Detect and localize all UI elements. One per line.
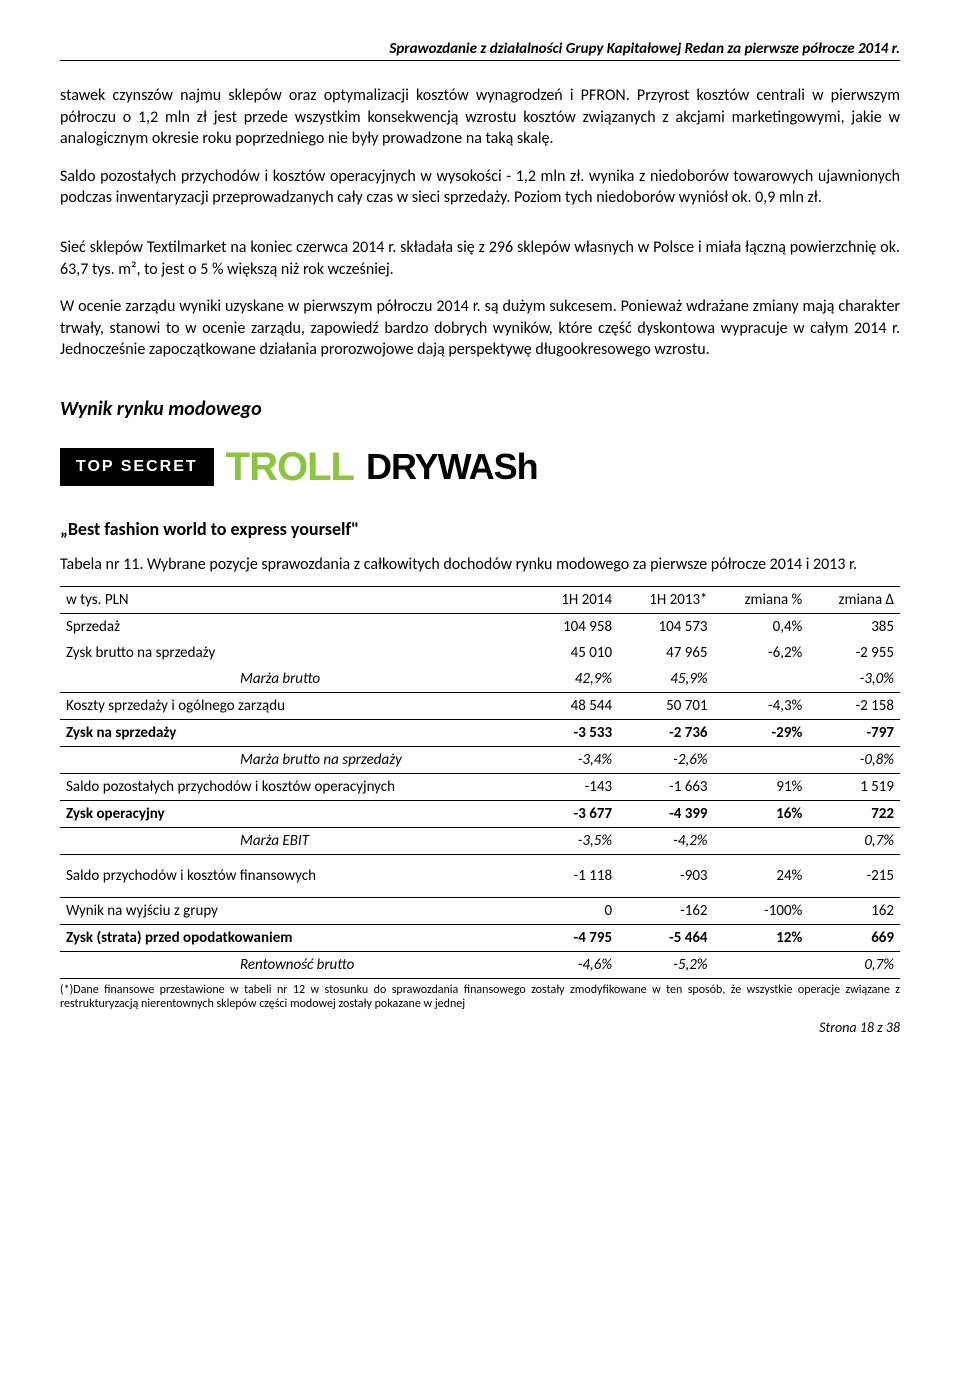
table-row: Zysk operacyjny-3 677-4 39916%722: [60, 800, 900, 827]
paragraph-2: Saldo pozostałych przychodów i kosztów o…: [60, 166, 900, 209]
cell-value: -1 663: [618, 773, 713, 800]
cell-value: 1 519: [808, 773, 900, 800]
cell-value: -4 399: [618, 800, 713, 827]
cell-value: [714, 666, 809, 693]
cell-label: Marża EBIT: [60, 827, 533, 854]
cell-value: -100%: [714, 897, 809, 924]
table-row: Marża brutto na sprzedaży-3,4%-2,6% -0,8%: [60, 746, 900, 773]
table-row: Zysk (strata) przed opodatkowaniem-4 795…: [60, 924, 900, 951]
cell-value: 12%: [714, 924, 809, 951]
cell-value: 669: [808, 924, 900, 951]
cell-label: Rentowność brutto: [60, 951, 533, 978]
cell-value: -797: [808, 719, 900, 746]
cell-value: -29%: [714, 719, 809, 746]
cell-value: 722: [808, 800, 900, 827]
table-row: Zysk na sprzedaży-3 533-2 736-29%-797: [60, 719, 900, 746]
table-header-row: w tys. PLN 1H 2014 1H 2013* zmiana % zmi…: [60, 586, 900, 613]
cell-value: 385: [808, 613, 900, 640]
cell-value: -903: [618, 854, 713, 897]
section-heading: Wynik rynku modowego: [60, 397, 900, 421]
subheading: „Best fashion world to express yourself": [60, 518, 900, 540]
cell-value: 0,4%: [714, 613, 809, 640]
cell-value: [714, 951, 809, 978]
cell-value: -2 955: [808, 640, 900, 666]
cell-label: Zysk operacyjny: [60, 800, 533, 827]
cell-value: 24%: [714, 854, 809, 897]
table-row: Zysk brutto na sprzedaży45 01047 965-6,2…: [60, 640, 900, 666]
footnote: (*)Dane finansowe przestawione w tabeli …: [60, 983, 900, 1012]
table-row: Saldo przychodów i kosztów finansowych-1…: [60, 854, 900, 897]
cell-value: 45,9%: [618, 666, 713, 693]
cell-value: 91%: [714, 773, 809, 800]
cell-value: -3,4%: [533, 746, 618, 773]
cell-value: -5,2%: [618, 951, 713, 978]
logo-drywash: DRYWASh: [366, 446, 538, 488]
cell-value: -4 795: [533, 924, 618, 951]
brand-logos: TOP SECRET TROLL DRYWASh: [60, 445, 900, 490]
cell-value: 0,7%: [808, 827, 900, 854]
cell-label: Saldo pozostałych przychodów i kosztów o…: [60, 773, 533, 800]
cell-value: -6,2%: [714, 640, 809, 666]
table-row: Marża EBIT-3,5%-4,2% 0,7%: [60, 827, 900, 854]
cell-value: 104 958: [533, 613, 618, 640]
cell-value: -2 736: [618, 719, 713, 746]
table-row: Sprzedaż104 958104 5730,4%385: [60, 613, 900, 640]
cell-value: -143: [533, 773, 618, 800]
cell-label: Zysk (strata) przed opodatkowaniem: [60, 924, 533, 951]
cell-label: Marża brutto: [60, 666, 533, 693]
cell-value: -1 118: [533, 854, 618, 897]
cell-value: -3,0%: [808, 666, 900, 693]
table-row: Marża brutto42,9%45,9% -3,0%: [60, 666, 900, 693]
cell-value: [714, 827, 809, 854]
cell-value: -2 158: [808, 692, 900, 719]
table-row: Rentowność brutto-4,6%-5,2% 0,7%: [60, 951, 900, 978]
page-number: Strona 18 z 38: [60, 1019, 900, 1036]
table-row: Saldo pozostałych przychodów i kosztów o…: [60, 773, 900, 800]
paragraph-1: stawek czynszów najmu sklepów oraz optym…: [60, 85, 900, 150]
cell-value: 0,7%: [808, 951, 900, 978]
cell-value: -4,3%: [714, 692, 809, 719]
cell-label: Marża brutto na sprzedaży: [60, 746, 533, 773]
cell-label: Koszty sprzedaży i ogólnego zarządu: [60, 692, 533, 719]
table-caption: Tabela nr 11. Wybrane pozycje sprawozdan…: [60, 554, 900, 576]
cell-value: 104 573: [618, 613, 713, 640]
col-label: w tys. PLN: [60, 586, 533, 613]
cell-value: 162: [808, 897, 900, 924]
logo-troll: TROLL: [226, 445, 354, 490]
cell-value: [714, 746, 809, 773]
cell-value: -215: [808, 854, 900, 897]
cell-value: -162: [618, 897, 713, 924]
cell-label: Sprzedaż: [60, 613, 533, 640]
col-1h2014: 1H 2014: [533, 586, 618, 613]
paragraph-3: Sieć sklepów Textilmarket na koniec czer…: [60, 237, 900, 280]
cell-value: -3 533: [533, 719, 618, 746]
col-1h2013: 1H 2013*: [618, 586, 713, 613]
cell-label: Saldo przychodów i kosztów finansowych: [60, 854, 533, 897]
cell-label: Zysk na sprzedaży: [60, 719, 533, 746]
financial-table: w tys. PLN 1H 2014 1H 2013* zmiana % zmi…: [60, 586, 900, 979]
cell-label: Wynik na wyjściu z grupy: [60, 897, 533, 924]
cell-value: -3,5%: [533, 827, 618, 854]
cell-label: Zysk brutto na sprzedaży: [60, 640, 533, 666]
cell-value: 50 701: [618, 692, 713, 719]
page-header: Sprawozdanie z działalności Grupy Kapita…: [60, 40, 900, 61]
table-row: Wynik na wyjściu z grupy0-162-100%162: [60, 897, 900, 924]
cell-value: -0,8%: [808, 746, 900, 773]
cell-value: 48 544: [533, 692, 618, 719]
cell-value: 16%: [714, 800, 809, 827]
cell-value: -3 677: [533, 800, 618, 827]
cell-value: 42,9%: [533, 666, 618, 693]
paragraph-4: W ocenie zarządu wyniki uzyskane w pierw…: [60, 296, 900, 361]
cell-value: -4,6%: [533, 951, 618, 978]
logo-topsecret: TOP SECRET: [60, 448, 214, 486]
col-change-pct: zmiana %: [714, 586, 809, 613]
cell-value: 0: [533, 897, 618, 924]
table-row: Koszty sprzedaży i ogólnego zarządu48 54…: [60, 692, 900, 719]
cell-value: -4,2%: [618, 827, 713, 854]
cell-value: -2,6%: [618, 746, 713, 773]
cell-value: -5 464: [618, 924, 713, 951]
cell-value: 47 965: [618, 640, 713, 666]
cell-value: 45 010: [533, 640, 618, 666]
col-change-delta: zmiana Δ: [808, 586, 900, 613]
